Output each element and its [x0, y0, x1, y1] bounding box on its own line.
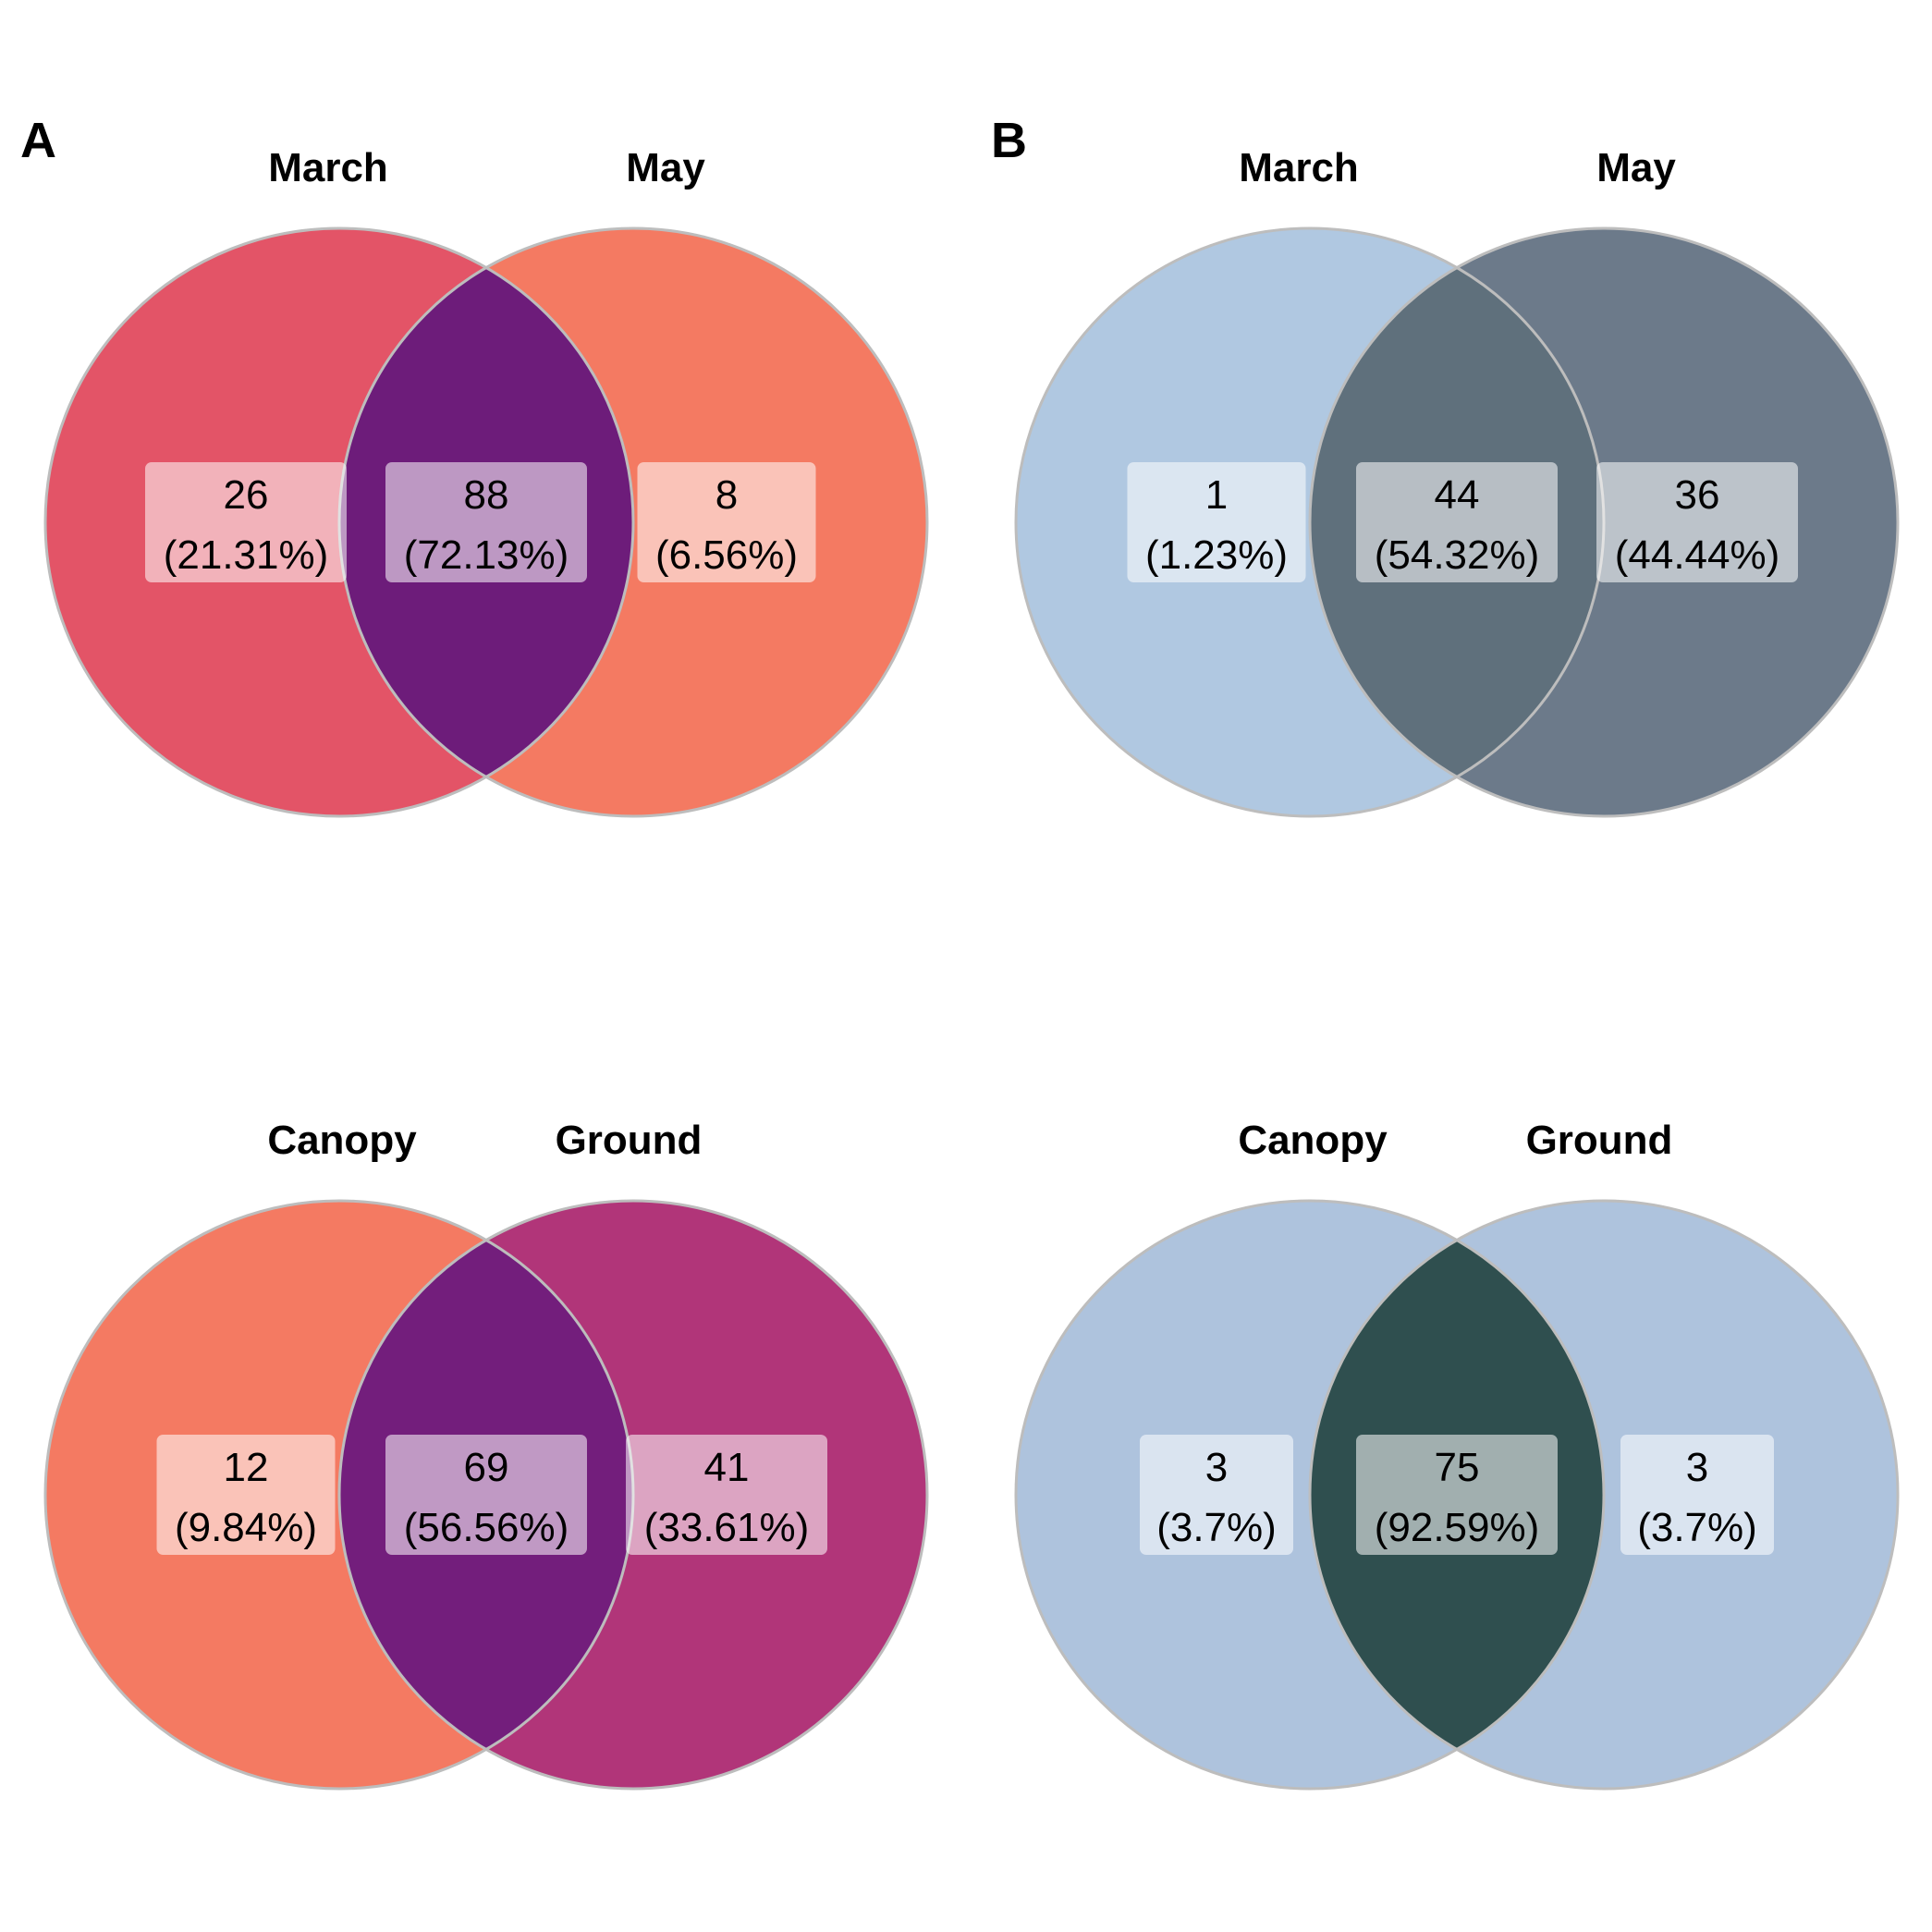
- set-label-left: March: [268, 145, 388, 190]
- region-percent-overlap: (92.59%): [1375, 1505, 1540, 1550]
- count-box-right-only: [637, 462, 816, 582]
- venn-1: March May 1 (1.23%) 44 (54.32%) 36 (44.44%): [1014, 145, 1900, 818]
- set-label-left: March: [1239, 145, 1359, 190]
- count-box-left-only: [156, 1435, 336, 1555]
- region-percent-overlap: (54.32%): [1375, 532, 1540, 578]
- region-count-right-only: 8: [715, 472, 738, 518]
- count-box-left-only: [145, 462, 347, 582]
- panel-label-b: B: [991, 113, 1027, 168]
- region-percent-right-only: (44.44%): [1615, 532, 1780, 578]
- count-box-overlap: [385, 1435, 587, 1555]
- set-label-right: Ground: [556, 1118, 703, 1163]
- count-box-overlap: [1356, 1435, 1558, 1555]
- venn-outline-left: [43, 226, 635, 818]
- count-box-right-only: [626, 1435, 827, 1555]
- region-count-overlap: 44: [1435, 472, 1480, 518]
- venn-outline-right: [1308, 1199, 1900, 1791]
- venn-3: Canopy Ground 3 (3.7%) 75 (92.59%) 3 (3.7%): [1014, 1118, 1900, 1791]
- region-percent-right-only: (6.56%): [655, 532, 798, 578]
- region-percent-right-only: (3.7%): [1637, 1505, 1757, 1550]
- region-percent-left-only: (9.84%): [175, 1505, 317, 1550]
- set-label-left: Canopy: [267, 1118, 417, 1163]
- venn-outline-right: [1308, 226, 1900, 818]
- count-box-overlap: [1356, 462, 1558, 582]
- region-percent-left-only: (3.7%): [1156, 1505, 1277, 1550]
- count-box-right-only: [1620, 1435, 1774, 1555]
- region-count-overlap: 88: [464, 472, 509, 518]
- region-percent-overlap: (56.56%): [404, 1505, 569, 1550]
- venn-outline-right: [337, 1199, 929, 1791]
- set-label-right: May: [626, 145, 705, 190]
- venn-0: March May 26 (21.31%) 88 (72.13%) 8 (6.56%): [43, 145, 929, 818]
- region-count-overlap: 69: [464, 1445, 509, 1490]
- region-count-left-only: 3: [1205, 1445, 1228, 1490]
- region-count-overlap: 75: [1435, 1445, 1480, 1490]
- region-count-left-only: 12: [224, 1445, 269, 1490]
- set-label-right: Ground: [1526, 1118, 1673, 1163]
- region-count-left-only: 26: [224, 472, 269, 518]
- venn-2: Canopy Ground 12 (9.84%) 69 (56.56%) 41 (33.61%…: [43, 1118, 929, 1791]
- set-label-left: Canopy: [1238, 1118, 1388, 1163]
- region-percent-left-only: (1.23%): [1145, 532, 1288, 578]
- venn-outline-left: [1014, 1199, 1606, 1791]
- count-box-left-only: [1127, 462, 1306, 582]
- region-percent-right-only: (33.61%): [644, 1505, 810, 1550]
- count-box-right-only: [1596, 462, 1798, 582]
- count-box-overlap: [385, 462, 587, 582]
- region-percent-left-only: (21.31%): [164, 532, 329, 578]
- region-percent-overlap: (72.13%): [404, 532, 569, 578]
- panel-label-a: A: [20, 113, 56, 168]
- count-box-left-only: [1140, 1435, 1293, 1555]
- region-count-right-only: 3: [1686, 1445, 1708, 1490]
- region-count-right-only: 36: [1675, 472, 1720, 518]
- venn-diagrams: March May26(21.31%)88(72.13%)8(6.56%)Marc…: [43, 145, 1900, 1791]
- region-count-left-only: 1: [1205, 472, 1228, 518]
- region-count-right-only: 41: [704, 1445, 750, 1490]
- set-label-right: May: [1596, 145, 1676, 190]
